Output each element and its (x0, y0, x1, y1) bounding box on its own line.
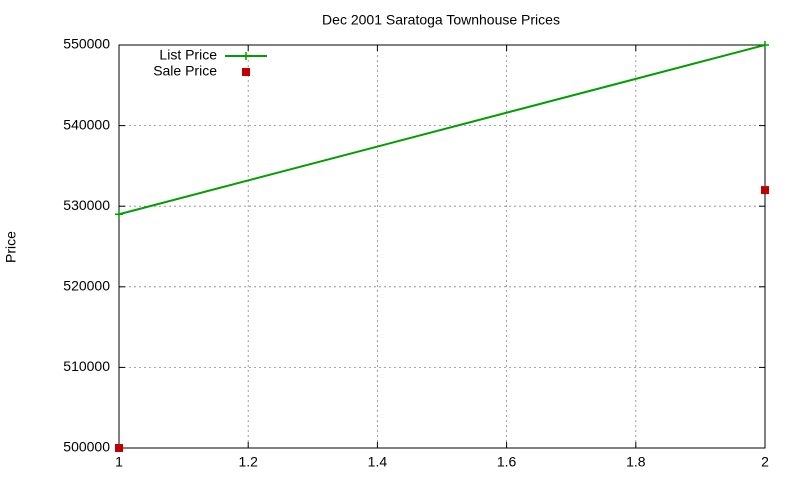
y-tick-label: 530000 (63, 197, 110, 213)
chart-title: Dec 2001 Saratoga Townhouse Prices (322, 12, 560, 28)
y-tick-label: 520000 (63, 278, 110, 294)
x-tick-label: 1.6 (497, 454, 517, 470)
legend-label: List Price (159, 47, 217, 63)
legend-label: Sale Price (153, 63, 217, 79)
x-tick-label: 1.8 (626, 454, 646, 470)
y-tick-label: 550000 (63, 36, 110, 52)
x-tick-label: 1 (115, 454, 123, 470)
legend-swatch (242, 68, 250, 76)
y-tick-label: 500000 (63, 439, 110, 455)
x-tick-label: 2 (761, 454, 769, 470)
data-point (115, 444, 123, 452)
series-line (118, 44, 766, 216)
y-tick-label: 510000 (63, 358, 110, 374)
y-tick-label: 540000 (63, 116, 110, 132)
plot-frame (118, 44, 766, 449)
data-point (761, 41, 769, 49)
data-point (761, 186, 769, 195)
legend-swatch (242, 52, 250, 60)
x-tick-label: 1.4 (368, 454, 388, 470)
y-axis-label: Price (3, 231, 19, 263)
data-point (115, 210, 123, 219)
x-tick-label: 1.2 (238, 454, 258, 470)
